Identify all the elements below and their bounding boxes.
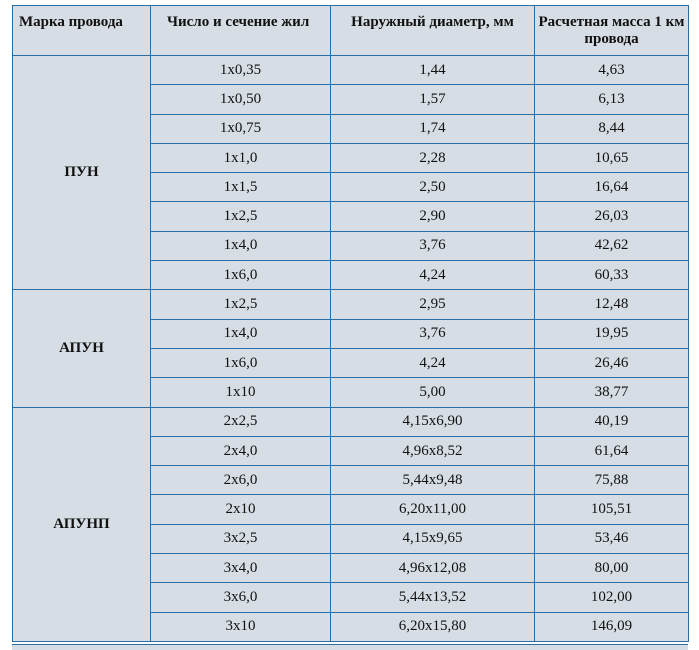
cores-cell: 1x1,0 <box>150 142 331 174</box>
diameter-cell: 2,90 <box>330 201 535 232</box>
mass-cell: 26,46 <box>534 347 689 379</box>
diameter-cell: 2,50 <box>330 172 535 203</box>
diameter-cell: 5,44x9,48 <box>330 465 535 496</box>
table-row: 1x2,5 2,90 26,03 <box>13 201 689 232</box>
table-row: 1x0,50 1,57 6,13 <box>13 84 689 115</box>
cores-cell: 3x4,0 <box>150 553 331 584</box>
table-row: 1x10 5,00 38,77 <box>13 377 689 408</box>
diameter-cell: 4,24 <box>330 347 535 379</box>
diameter-cell: 2,95 <box>330 289 535 320</box>
mass-cell: 61,64 <box>534 435 689 467</box>
diameter-cell: 1,57 <box>330 84 535 115</box>
cores-cell: 1x1,5 <box>150 172 331 203</box>
diameter-cell: 5,44x13,52 <box>330 582 535 613</box>
cores-cell: 1x6,0 <box>150 260 331 291</box>
mass-cell: 40,19 <box>534 406 689 437</box>
diameter-cell: 4,24 <box>330 260 535 291</box>
wire-grade-cell: АПУНП <box>12 406 151 642</box>
header-grade: Марка провода <box>12 5 151 56</box>
cores-cell: 3x2,5 <box>150 523 331 555</box>
header-row: Марка провода Число и сечение жил Наружн… <box>12 5 689 56</box>
mass-cell: 146,09 <box>534 611 689 642</box>
table-row: 3x2,5 4,15x9,65 53,46 <box>13 523 689 555</box>
cores-cell: 2x2,5 <box>150 406 331 437</box>
mass-cell: 4,63 <box>534 54 689 86</box>
wire-grade-cell: АПУН <box>12 289 151 408</box>
cores-cell: 2x4,0 <box>150 435 331 467</box>
table-next-row-edge <box>12 644 688 650</box>
table-row: 1x6,0 4,24 60,33 <box>13 260 689 291</box>
cores-cell: 1x10 <box>150 377 331 408</box>
diameter-cell: 4,96x8,52 <box>330 435 535 467</box>
diameter-cell: 5,00 <box>330 377 535 408</box>
diameter-cell: 1,74 <box>330 113 535 144</box>
cores-cell: 1x0,75 <box>150 113 331 144</box>
cores-cell: 1x4,0 <box>150 318 331 349</box>
table-row: 2x4,0 4,96x8,52 61,64 <box>13 435 689 467</box>
mass-cell: 8,44 <box>534 113 689 144</box>
table-row: 2x10 6,20x11,00 105,51 <box>13 494 689 525</box>
diameter-cell: 4,15x6,90 <box>330 406 535 437</box>
table-row: 1x6,0 4,24 26,46 <box>13 347 689 379</box>
wire-grade-cell: ПУН <box>12 54 151 291</box>
table-row: АПУН 1x2,5 2,95 12,48 <box>12 289 689 408</box>
diameter-cell: 4,15x9,65 <box>330 523 535 555</box>
diameter-cell: 4,96x12,08 <box>330 553 535 584</box>
wire-spec-table: Марка провода Число и сечение жил Наружн… <box>12 5 689 642</box>
cores-cell: 3x6,0 <box>150 582 331 613</box>
header-diameter: Наружный диаметр, мм <box>330 5 535 56</box>
cores-cell: 2x10 <box>150 494 331 525</box>
cores-cell: 1x2,5 <box>150 201 331 232</box>
mass-cell: 38,77 <box>534 377 689 408</box>
diameter-cell: 3,76 <box>330 230 535 262</box>
table-body: ПУН 1x0,35 1,44 4,63 1x0,50 1,57 6,13 1x0,75 1,7… <box>12 54 689 642</box>
mass-cell: 12,48 <box>534 289 689 320</box>
mass-cell: 80,00 <box>534 553 689 584</box>
cores-cell: 2x6,0 <box>150 465 331 496</box>
mass-cell: 75,88 <box>534 465 689 496</box>
cores-cell: 1x4,0 <box>150 230 331 262</box>
table-row: 1x0,75 1,74 8,44 <box>13 113 689 144</box>
mass-cell: 105,51 <box>534 494 689 525</box>
diameter-cell: 1,44 <box>330 54 535 86</box>
cores-cell: 3x10 <box>150 611 331 642</box>
diameter-cell: 3,76 <box>330 318 535 349</box>
mass-cell: 60,33 <box>534 260 689 291</box>
mass-cell: 102,00 <box>534 582 689 613</box>
table-row: АПУНП 2x2,5 4,15x6,90 40,19 <box>12 406 689 642</box>
wire-spec-table-container: Марка провода Число и сечение жил Наружн… <box>12 5 689 642</box>
cores-cell: 1x0,35 <box>150 54 331 86</box>
table-row: 3x6,0 5,44x13,52 102,00 <box>13 582 689 613</box>
table-row: 1x4,0 3,76 42,62 <box>13 230 689 262</box>
mass-cell: 42,62 <box>534 230 689 262</box>
mass-cell: 10,65 <box>534 142 689 174</box>
table-row: 3x10 6,20x15,80 146,09 <box>13 611 689 642</box>
header-cores: Число и сечение жил <box>150 5 331 56</box>
mass-cell: 6,13 <box>534 84 689 115</box>
mass-cell: 19,95 <box>534 318 689 349</box>
table-row: 2x6,0 5,44x9,48 75,88 <box>13 465 689 496</box>
diameter-cell: 2,28 <box>330 142 535 174</box>
table-row: 1x4,0 3,76 19,95 <box>13 318 689 349</box>
mass-cell: 53,46 <box>534 523 689 555</box>
cores-cell: 1x6,0 <box>150 347 331 379</box>
mass-cell: 16,64 <box>534 172 689 203</box>
table-row: 1x1,0 2,28 10,65 <box>13 142 689 174</box>
diameter-cell: 6,20x15,80 <box>330 611 535 642</box>
cores-cell: 1x2,5 <box>150 289 331 320</box>
table-row: ПУН 1x0,35 1,44 4,63 <box>12 54 689 291</box>
header-mass: Расчетная масса 1 км провода <box>534 5 689 56</box>
table-row: 1x1,5 2,50 16,64 <box>13 172 689 203</box>
cores-cell: 1x0,50 <box>150 84 331 115</box>
diameter-cell: 6,20x11,00 <box>330 494 535 525</box>
mass-cell: 26,03 <box>534 201 689 232</box>
